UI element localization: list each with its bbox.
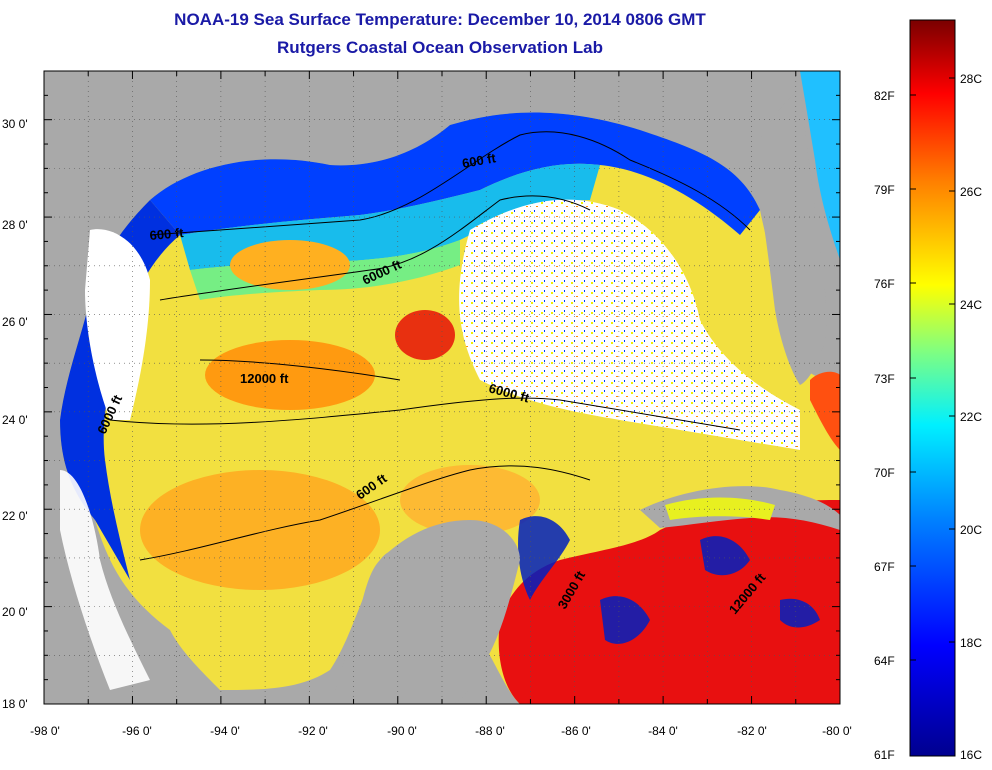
contour-label: 12000 ft — [240, 371, 289, 386]
contour-600ft — [149, 131, 751, 236]
lat-label: 24 0' — [2, 413, 28, 427]
lon-label: -94 0' — [210, 724, 240, 738]
contour-label: 600 ft — [461, 150, 498, 171]
florida-atlantic-water — [800, 71, 840, 260]
caribbean-cold-patches — [518, 516, 820, 644]
colorbar-label-f: 67F — [874, 560, 895, 574]
lon-label: -98 0' — [30, 724, 60, 738]
loop-current-core — [395, 310, 455, 360]
map-subtitle: Rutgers Coastal Ocean Observation Lab — [277, 38, 603, 57]
lon-label: -82 0' — [737, 724, 767, 738]
colorbar-label-c: 20C — [960, 523, 983, 537]
warm-patch-north — [230, 240, 350, 290]
graticule — [44, 71, 840, 704]
cuba-shelf-yellow — [665, 497, 775, 520]
map-title: NOAA-19 Sea Surface Temperature: Decembe… — [174, 10, 706, 29]
lat-label: 26 0' — [2, 315, 28, 329]
lat-label: 18 0' — [2, 697, 28, 711]
lon-label: -84 0' — [648, 724, 678, 738]
lon-label: -86 0' — [561, 724, 591, 738]
colorbar-label-c: 26C — [960, 185, 983, 199]
central-warm — [400, 465, 540, 535]
contour-600ft-south — [139, 465, 591, 561]
colorbar-label-c: 18C — [960, 636, 983, 650]
map-plot-area: 600 ft 600 ft 600 ft 6000 ft 6000 ft 120… — [44, 71, 840, 704]
western-cold-strip — [60, 200, 180, 580]
lon-label: -90 0' — [387, 724, 417, 738]
warm-eddy — [205, 340, 375, 410]
west-cloud — [85, 229, 150, 420]
florida-keys-warm — [810, 371, 840, 450]
colorbar-ticks — [910, 77, 955, 661]
caribbean-warm — [498, 500, 840, 704]
colorbar-label-c: 28C — [960, 72, 983, 86]
yucatan-coast-cloud — [60, 470, 150, 690]
lat-label: 20 0' — [2, 605, 28, 619]
colorbar-label-f: 79F — [874, 183, 895, 197]
colorbar-label-f: 82F — [874, 89, 895, 103]
lon-label: -92 0' — [298, 724, 328, 738]
northern-cold-shelf — [150, 112, 760, 235]
colorbar-label-c: 22C — [960, 410, 983, 424]
contour-12000ft — [199, 359, 401, 381]
colorbar-label-c: 24C — [960, 298, 983, 312]
colorbar-label-f: 70F — [874, 466, 895, 480]
colorbar-label-f: 76F — [874, 277, 895, 291]
contour-6000ft-south — [109, 397, 741, 431]
colorbar-label-f: 64F — [874, 654, 895, 668]
contour-6000ft-north — [159, 195, 591, 301]
bay-of-campeche-warm — [140, 470, 380, 590]
lon-label: -80 0' — [822, 724, 852, 738]
lat-label: 28 0' — [2, 218, 28, 232]
colorbar-label-f: 73F — [874, 372, 895, 386]
lat-label: 30 0' — [2, 117, 28, 131]
lon-label: -88 0' — [475, 724, 505, 738]
yucatan-peninsula — [330, 520, 520, 704]
colorbar-label-c: 16C — [960, 748, 983, 762]
lon-label: -96 0' — [122, 724, 152, 738]
colorbar-label-f: 61F — [874, 748, 895, 762]
lat-label: 22 0' — [2, 509, 28, 523]
florida-peninsula — [760, 90, 827, 385]
contour-label: 600 ft — [149, 225, 185, 243]
colorbar — [909, 19, 956, 757]
cloud-cover — [459, 199, 800, 450]
axis-ticks — [43, 70, 841, 705]
